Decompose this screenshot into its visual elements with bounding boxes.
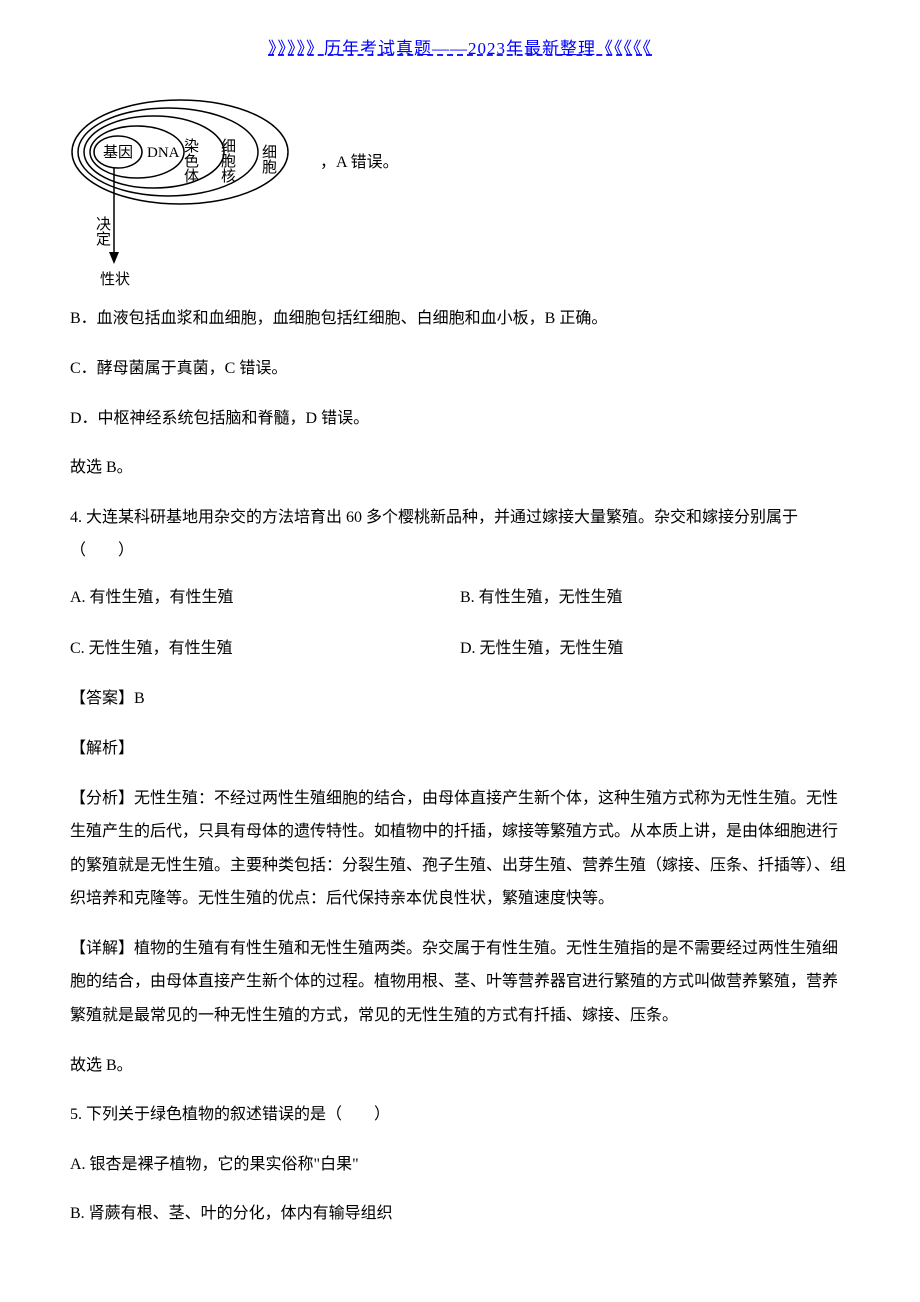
q4-analysis-p1: 【分析】无性生殖：不经过两性生殖细胞的结合，由母体直接产生新个体，这种生殖方式称…	[70, 782, 850, 916]
option-b-explain: B．血液包括血浆和血细胞，血细胞包括红细胞、白细胞和血小板，B 正确。	[70, 302, 850, 336]
q4-analysis-p2: 【详解】植物的生殖有有性生殖和无性生殖两类。杂交属于有性生殖。无性生殖指的是不需…	[70, 932, 850, 1033]
q4-option-c: C. 无性生殖，有性生殖	[70, 631, 460, 666]
label-dna: DNA	[147, 145, 180, 161]
q4-answer: 【答案】B	[70, 682, 850, 716]
q5-stem: 5. 下列关于绿色植物的叙述错误的是（ ）	[70, 1098, 850, 1132]
option-d-explain: D．中枢神经系统包括脑和脊髓，D 错误。	[70, 402, 850, 436]
option-c-explain: C．酵母菌属于真菌，C 错误。	[70, 352, 850, 386]
label-nucleus: 细胞核	[219, 138, 236, 183]
label-chromosome: 染色体	[182, 138, 199, 183]
page-header: 》》》》》历年考试真题——2023年最新整理《《《《《	[70, 30, 850, 67]
label-cell: 细胞	[260, 144, 277, 175]
diagram-suffix-text: ，A 错误。	[320, 145, 399, 180]
label-gene: 基因	[103, 144, 133, 161]
q4-choose: 故选 B。	[70, 1049, 850, 1083]
q4-option-d: D. 无性生殖，无性生殖	[460, 631, 850, 666]
q4-options-row2: C. 无性生殖，有性生殖 D. 无性生殖，无性生殖	[70, 631, 850, 666]
q5-option-a: A. 银杏是裸子植物，它的果实俗称"白果"	[70, 1148, 850, 1182]
concept-diagram: 基因 DNA 染色体 细胞核 细胞 决定 性状	[70, 92, 310, 292]
q4-options-row1: A. 有性生殖，有性生殖 B. 有性生殖，无性生殖	[70, 580, 850, 615]
q4-analysis-label: 【解析】	[70, 732, 850, 766]
label-trait: 性状	[100, 271, 130, 288]
q4-stem: 4. 大连某科研基地用杂交的方法培育出 60 多个樱桃新品种，并通过嫁接大量繁殖…	[70, 501, 850, 568]
label-determine: 决定	[94, 216, 111, 247]
answer-choice-1: 故选 B。	[70, 451, 850, 485]
q4-stem-line2: （ ）	[70, 542, 134, 559]
q5-option-b: B. 肾蕨有根、茎、叶的分化，体内有输导组织	[70, 1197, 850, 1231]
diagram-row: 基因 DNA 染色体 细胞核 细胞 决定 性状 ，A 错误。	[70, 92, 850, 292]
q4-stem-line1: 4. 大连某科研基地用杂交的方法培育出 60 多个樱桃新品种，并通过嫁接大量繁殖…	[70, 509, 798, 526]
q4-option-b: B. 有性生殖，无性生殖	[460, 580, 850, 615]
q4-option-a: A. 有性生殖，有性生殖	[70, 580, 460, 615]
